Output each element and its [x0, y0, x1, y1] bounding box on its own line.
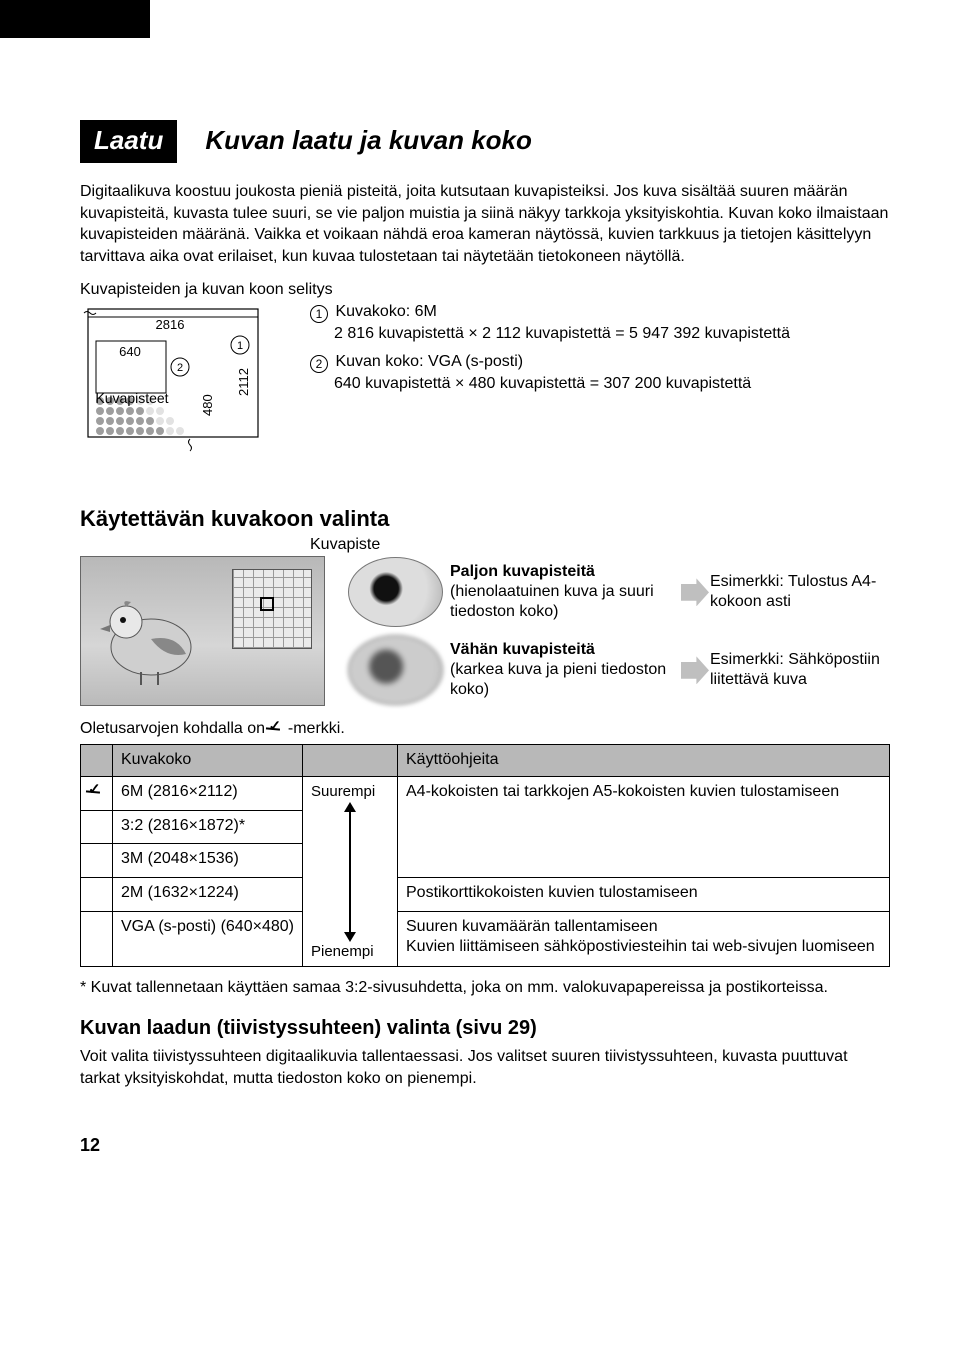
title-badge: Laatu [80, 120, 177, 163]
dim-w-large: 2816 [156, 317, 185, 332]
illustration-grid: Paljon kuvapisteitä (hienolaatuinen kuva… [80, 556, 890, 706]
row-size: 3:2 (2816×1872)* [113, 810, 303, 844]
few-pixels-head: Vähän kuvapisteitä [450, 641, 595, 658]
svg-text:2: 2 [177, 362, 183, 374]
arrow-top-label: Suurempi [311, 782, 389, 802]
th-guide: Käyttöohjeita [398, 745, 890, 777]
item1-line: 2 816 kuvapistettä × 2 112 kuvapistettä … [334, 323, 790, 345]
row-size: 2M (1632×1224) [113, 877, 303, 911]
th-size: Kuvakoko [113, 745, 303, 777]
row-check [81, 777, 113, 811]
pixel-grid-overlay [232, 569, 312, 649]
th-arrow [303, 745, 398, 777]
item1-title: Kuvakoko: 6M [335, 303, 436, 320]
row-guide: Postikorttikokoisten kuvien tulostamisee… [398, 877, 890, 911]
circled-1: 1 [310, 305, 328, 323]
bird-icon [96, 587, 216, 687]
pixel-explain-heading: Kuvapisteiden ja kuvan koon selitys [80, 281, 890, 299]
pixel-desc-column: 1 Kuvakoko: 6M 2 816 kuvapistettä × 2 11… [310, 301, 890, 400]
row-check [81, 877, 113, 911]
row-size: 3M (2048×1536) [113, 844, 303, 878]
pixel-label: Kuvapiste [310, 536, 890, 554]
zoom-sharp [348, 557, 443, 627]
dim-h-large: 2112 [236, 368, 251, 396]
table-footnote: * Kuvat tallennetaan käyttäen samaa 3:2-… [80, 979, 890, 997]
size-table: Kuvakoko Käyttöohjeita 6M (2816×2112) Su… [80, 744, 890, 967]
th-check [81, 745, 113, 777]
pixel-diagram: 2816 640 2 1 [80, 301, 290, 476]
arrow-bottom-label: Pienempi [311, 942, 389, 962]
many-pixels-sub: (hienolaatuinen kuva ja suuri tiedoston … [450, 583, 654, 620]
row-size: 6M (2816×2112) [113, 777, 303, 811]
many-pixels-head: Paljon kuvapisteitä [450, 563, 595, 580]
few-pixels-sub: (karkea kuva ja pieni tiedoston koko) [450, 661, 666, 698]
dim-h-small: 480 [200, 395, 215, 417]
arrow-right-icon [681, 578, 709, 606]
row-guide: A4-kokoisten tai tarkkojen A5-kokoisten … [398, 777, 890, 878]
title-row: Laatu Kuvan laatu ja kuvan koko [80, 120, 890, 163]
many-pixels-example: Esimerkki: Tulostus A4-kokoon asti [710, 572, 890, 612]
quality-heading: Kuvan laadun (tiivistyssuhteen) valinta … [80, 1017, 890, 1040]
item2-line: 640 kuvapistettä × 480 kuvapistettä = 30… [334, 373, 751, 395]
row-check [81, 844, 113, 878]
svg-text:1: 1 [237, 340, 243, 352]
header-tab [0, 0, 150, 38]
row-size: VGA (s-posti) (640×480) [113, 911, 303, 967]
row-check [81, 810, 113, 844]
row-check [81, 911, 113, 967]
item2-title: Kuvan koko: VGA (s-posti) [335, 353, 523, 370]
few-pixels-example: Esimerkki: Sähköpostiin liitettävä kuva [710, 650, 890, 690]
page-title: Kuvan laatu ja kuvan koko [205, 125, 532, 156]
dim-w-small: 640 [119, 344, 141, 359]
bird-illustration [80, 556, 325, 706]
zoom-blur [348, 635, 443, 705]
pixels-label: Kuvapisteet [95, 390, 168, 406]
select-size-heading: Käytettävän kuvakoon valinta [80, 506, 890, 532]
default-note: Oletusarvojen kohdalla on -merkki. [80, 720, 890, 738]
vertical-arrow-icon [311, 802, 389, 942]
row-guide: Suuren kuvamäärän tallentamiseen Kuvien … [398, 911, 890, 967]
circled-2: 2 [310, 355, 328, 373]
check-icon [269, 721, 283, 735]
intro-paragraph: Digitaalikuva koostuu joukosta pieniä pi… [80, 181, 890, 267]
size-arrow-cell: Suurempi Pienempi [303, 777, 398, 967]
quality-body: Voit valita tiivistyssuhteen digitaaliku… [80, 1046, 890, 1089]
page-number: 12 [80, 1135, 890, 1156]
arrow-right-icon [681, 656, 709, 684]
